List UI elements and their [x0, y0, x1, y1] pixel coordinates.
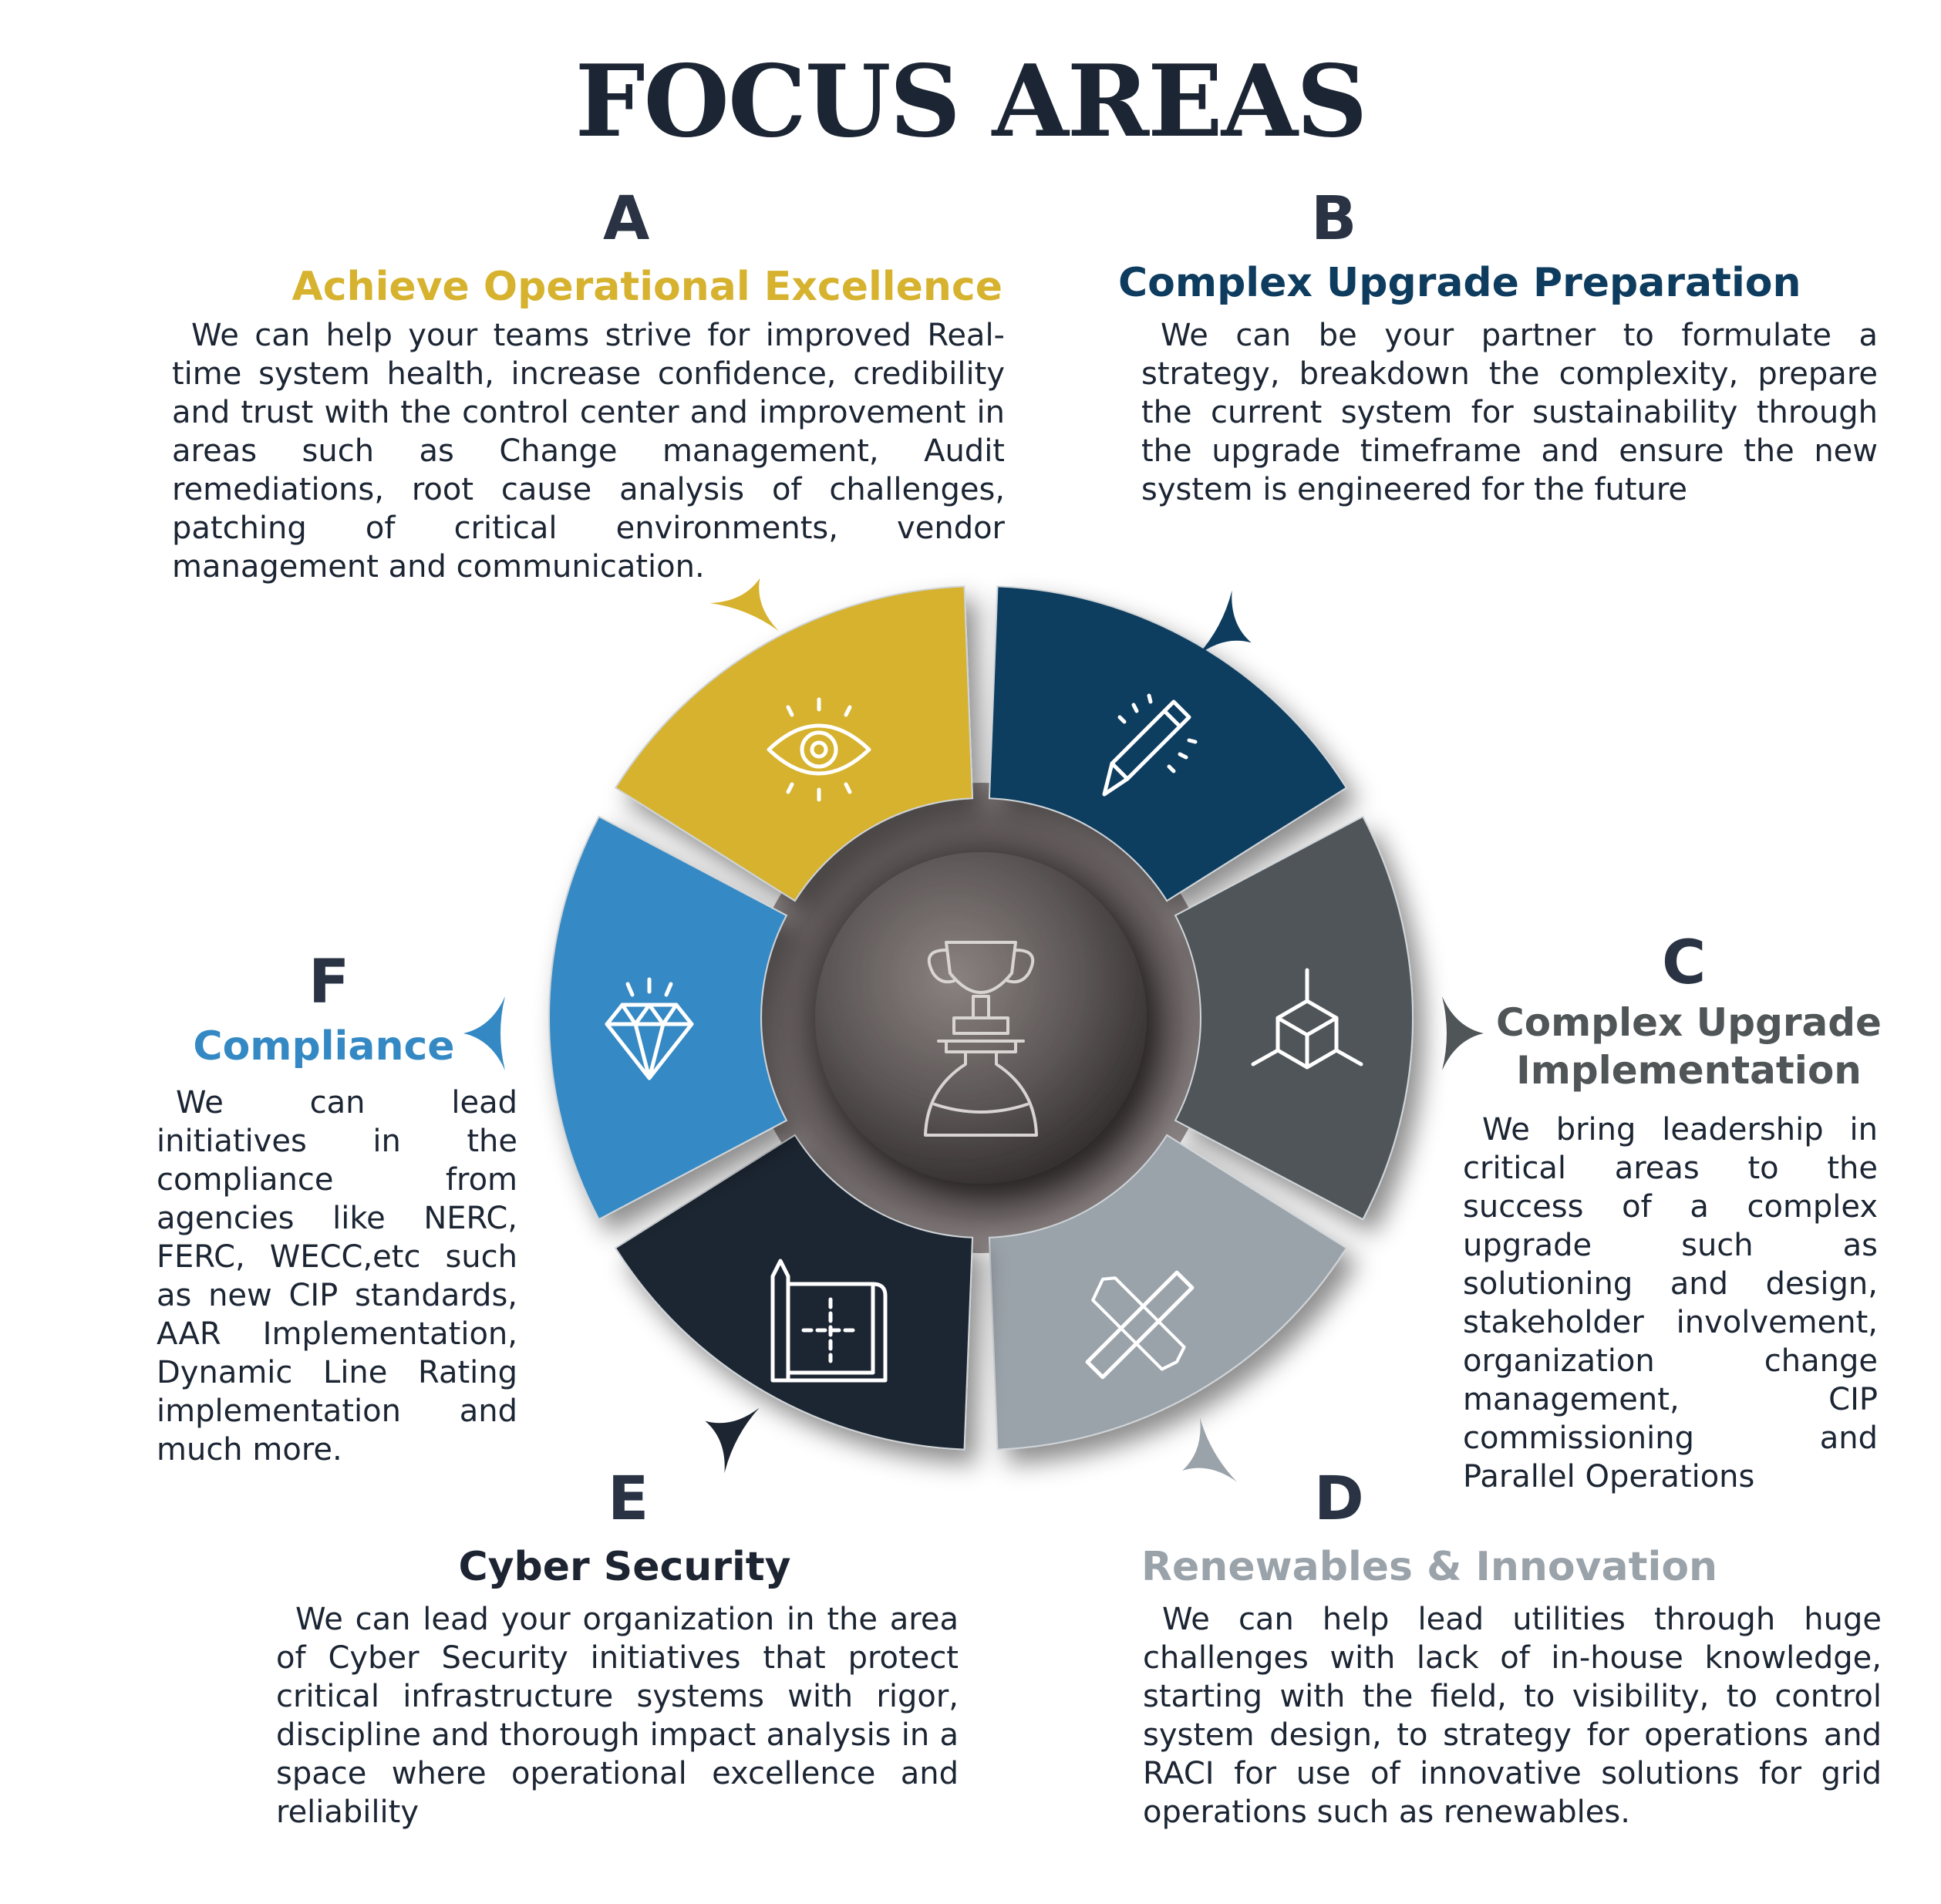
area-e-body: We can lead your organization in the are… — [276, 1602, 959, 1830]
arrow-d — [1182, 1417, 1237, 1482]
area-f-letter: F — [308, 948, 350, 1017]
segment-icons — [605, 693, 1363, 1383]
trophy-icon — [924, 941, 1038, 1137]
diamond-icon — [605, 977, 694, 1080]
eye-icon — [767, 697, 871, 802]
arrow-a — [709, 578, 779, 631]
segment-b — [988, 585, 1348, 902]
area-a-body: We can help your teams strive for improv… — [172, 318, 1005, 585]
blueprint-icon — [770, 1259, 888, 1383]
area-c-heading-line1: Complex Upgrade — [1496, 1000, 1882, 1045]
arrow-b — [1197, 590, 1252, 656]
area-b-heading: Complex Upgrade Preparation — [1118, 260, 1801, 306]
area-c-heading-line2: Implementation — [1516, 1048, 1862, 1093]
pencil-ruler-icon — [1085, 1270, 1195, 1380]
segment-c — [1174, 815, 1414, 1221]
arrow-e — [705, 1407, 760, 1474]
area-f-heading: Compliance — [193, 1023, 455, 1070]
page-title: FOCUS AREAS — [575, 44, 1368, 160]
cube-icon — [1251, 968, 1363, 1070]
area-c-body: We bring leadership in critical areas to… — [1463, 1112, 1878, 1495]
area-d-body: We can help lead utilities through huge … — [1143, 1602, 1882, 1830]
area-a-heading: Achieve Operational Excellence — [291, 264, 1003, 310]
arrow-f — [463, 996, 505, 1070]
area-d-letter: D — [1314, 1464, 1364, 1534]
area-f-body: We can lead initiatives in the complianc… — [157, 1085, 517, 1468]
area-c-heading: Complex Upgrade Implementation — [1457, 999, 1920, 1094]
area-d-heading: Renewables & Innovation — [1141, 1544, 1718, 1590]
direction-arrows — [463, 578, 1484, 1482]
arrow-c — [1442, 996, 1484, 1070]
area-b-body: We can be your partner to formulate a st… — [1141, 318, 1878, 507]
segment-d — [988, 1134, 1348, 1451]
area-e-heading: Cyber Security — [458, 1544, 791, 1590]
area-e-letter: E — [608, 1464, 649, 1534]
pencil-icon — [1102, 693, 1198, 797]
area-c-letter: C — [1662, 928, 1707, 998]
area-b-letter: B — [1311, 184, 1357, 254]
area-a-letter: A — [603, 184, 650, 254]
segment-e — [614, 1134, 974, 1451]
segment-a — [614, 585, 974, 902]
